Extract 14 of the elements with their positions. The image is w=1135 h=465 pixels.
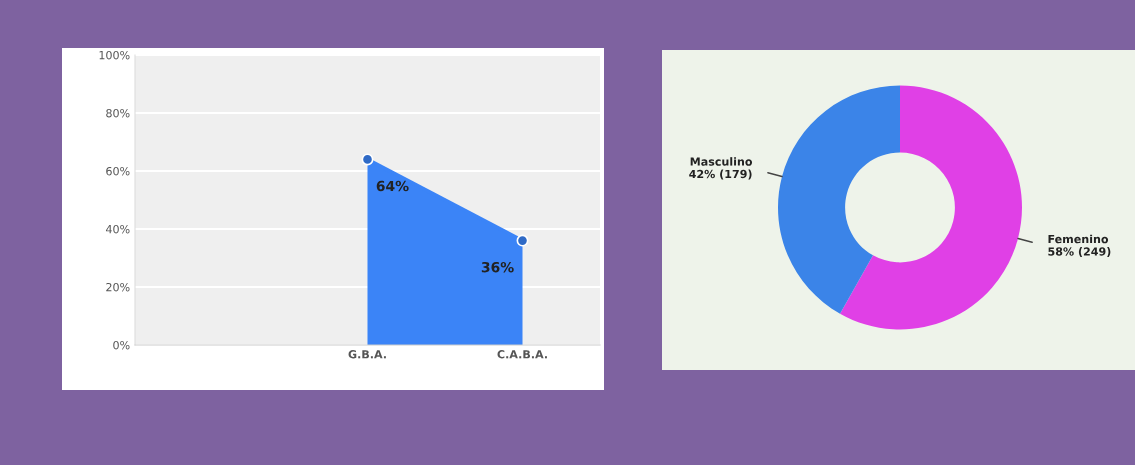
data-label: 58% (249) bbox=[1048, 247, 1111, 257]
y-tick-label: 0% bbox=[113, 340, 130, 350]
y-tick-label: 100% bbox=[99, 50, 130, 60]
data-label: 42% (179) bbox=[689, 169, 752, 180]
x-tick-label: C.A.B.A. bbox=[497, 350, 547, 359]
y-tick-label: 60% bbox=[106, 166, 130, 176]
y-tick-label: 40% bbox=[105, 224, 130, 234]
x-tick-label: G.B.A. bbox=[348, 350, 386, 359]
text: 36% bbox=[481, 261, 514, 273]
slice-label: Femenino bbox=[1048, 234, 1109, 244]
y-tick-label: 80% bbox=[106, 108, 130, 118]
y-tick-label: 20% bbox=[106, 282, 130, 292]
text: 64% bbox=[376, 180, 409, 192]
slice-label: Masculino bbox=[690, 157, 753, 166]
